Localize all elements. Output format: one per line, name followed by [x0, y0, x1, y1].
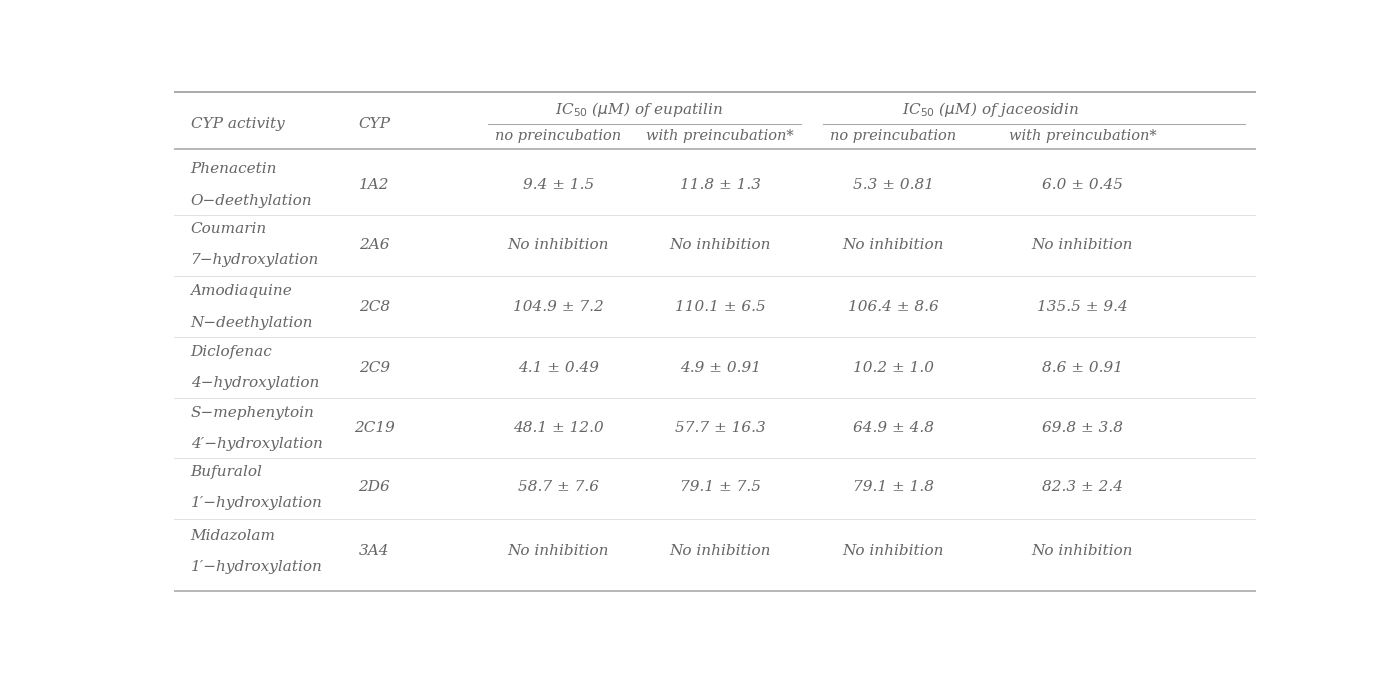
Text: 2C19: 2C19 [354, 421, 395, 435]
Text: No inhibition: No inhibition [1032, 544, 1133, 558]
Text: Midazolam: Midazolam [191, 529, 276, 543]
Text: 1′−hydroxylation: 1′−hydroxylation [191, 496, 322, 510]
Text: 48.1 ± 12.0: 48.1 ± 12.0 [513, 421, 604, 435]
Text: 7−hydroxylation: 7−hydroxylation [191, 253, 319, 267]
Text: No inhibition: No inhibition [843, 544, 944, 558]
Text: 6.0 ± 0.45: 6.0 ± 0.45 [1042, 178, 1123, 192]
Text: 64.9 ± 4.8: 64.9 ± 4.8 [852, 421, 933, 435]
Text: No inhibition: No inhibition [508, 238, 610, 252]
Text: 10.2 ± 1.0: 10.2 ± 1.0 [852, 361, 933, 375]
Text: No inhibition: No inhibition [843, 238, 944, 252]
Text: Phenacetin: Phenacetin [191, 163, 278, 176]
Text: 2D6: 2D6 [359, 481, 391, 495]
Text: 82.3 ± 2.4: 82.3 ± 2.4 [1042, 481, 1123, 495]
Text: No inhibition: No inhibition [1032, 238, 1133, 252]
Text: N−deethylation: N−deethylation [191, 316, 312, 329]
Text: 2C8: 2C8 [359, 300, 391, 314]
Text: IC$_{50}$ ($\mu$M) of jaceosidin: IC$_{50}$ ($\mu$M) of jaceosidin [903, 100, 1080, 119]
Text: No inhibition: No inhibition [670, 238, 771, 252]
Text: 4−hydroxylation: 4−hydroxylation [191, 377, 319, 391]
Text: Amodiaquine: Amodiaquine [191, 284, 293, 298]
Text: 4.9 ± 0.91: 4.9 ± 0.91 [679, 361, 760, 375]
Text: Coumarin: Coumarin [191, 222, 266, 236]
Text: Diclofenac: Diclofenac [191, 346, 272, 359]
Text: 11.8 ± 1.3: 11.8 ± 1.3 [679, 178, 760, 192]
Text: 58.7 ± 7.6: 58.7 ± 7.6 [518, 481, 598, 495]
Text: 79.1 ± 7.5: 79.1 ± 7.5 [679, 481, 760, 495]
Text: No inhibition: No inhibition [670, 544, 771, 558]
Text: no preincubation: no preincubation [495, 128, 621, 142]
Text: 104.9 ± 7.2: 104.9 ± 7.2 [513, 300, 604, 314]
Text: no preincubation: no preincubation [830, 128, 957, 142]
Text: 57.7 ± 16.3: 57.7 ± 16.3 [675, 421, 766, 435]
Text: 4.1 ± 0.49: 4.1 ± 0.49 [518, 361, 598, 375]
Text: S−mephenytoin: S−mephenytoin [191, 406, 314, 420]
Text: 8.6 ± 0.91: 8.6 ± 0.91 [1042, 361, 1123, 375]
Text: No inhibition: No inhibition [508, 544, 610, 558]
Text: with preincubation*: with preincubation* [646, 128, 794, 142]
Text: CYP activity: CYP activity [191, 117, 285, 131]
Text: 9.4 ± 1.5: 9.4 ± 1.5 [523, 178, 594, 192]
Text: 69.8 ± 3.8: 69.8 ± 3.8 [1042, 421, 1123, 435]
Text: 2C9: 2C9 [359, 361, 391, 375]
Text: Bufuralol: Bufuralol [191, 465, 262, 479]
Text: 2A6: 2A6 [359, 238, 389, 252]
Text: O−deethylation: O−deethylation [191, 194, 312, 207]
Text: 3A4: 3A4 [359, 544, 389, 558]
Text: with preincubation*: with preincubation* [1009, 128, 1156, 142]
Text: 79.1 ± 1.8: 79.1 ± 1.8 [852, 481, 933, 495]
Text: 1′−hydroxylation: 1′−hydroxylation [191, 560, 322, 574]
Text: 110.1 ± 6.5: 110.1 ± 6.5 [675, 300, 766, 314]
Text: 5.3 ± 0.81: 5.3 ± 0.81 [852, 178, 933, 192]
Text: 106.4 ± 8.6: 106.4 ± 8.6 [848, 300, 939, 314]
Text: CYP: CYP [359, 117, 391, 131]
Text: 4′−hydroxylation: 4′−hydroxylation [191, 437, 322, 451]
Text: IC$_{50}$ ($\mu$M) of eupatilin: IC$_{50}$ ($\mu$M) of eupatilin [555, 100, 723, 119]
Text: 135.5 ± 9.4: 135.5 ± 9.4 [1036, 300, 1129, 314]
Text: 1A2: 1A2 [359, 178, 389, 192]
